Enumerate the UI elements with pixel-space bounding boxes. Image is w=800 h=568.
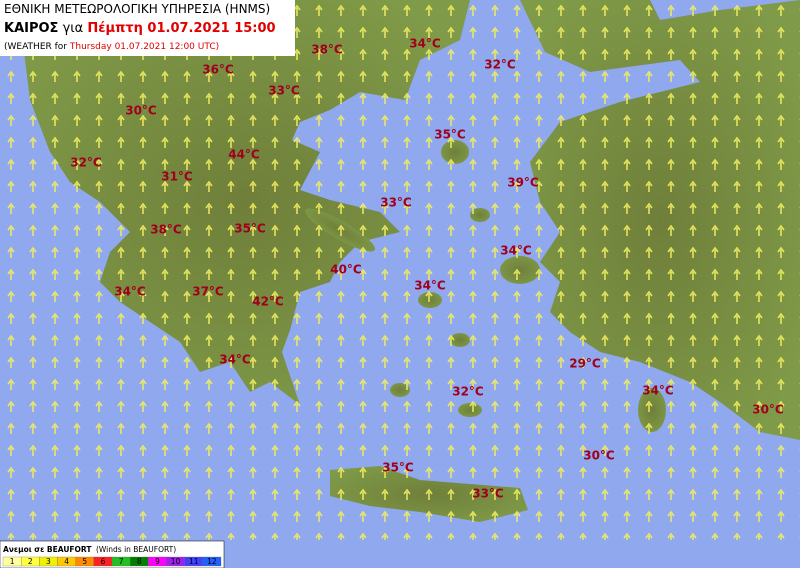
temp: 38°C: [150, 223, 182, 237]
temp: 32°C: [70, 156, 102, 170]
temp: 30°C: [125, 104, 157, 118]
temp: 30°C: [583, 449, 615, 463]
legend-scale-label: 1: [10, 557, 15, 566]
legend-scale-label: 12: [207, 557, 217, 566]
legend-scale-label: 9: [155, 557, 160, 566]
legend: Ανεμοι σε BEAUFORT (Winds in BEAUFORT) 1…: [0, 540, 225, 568]
temp: 38°C: [311, 43, 343, 57]
legend-scale-label: 4: [64, 557, 69, 566]
temp: 29°C: [569, 357, 601, 371]
temp: 33°C: [472, 487, 504, 501]
subline: (WEATHER for Thursday 01.07.2021 12:00 U…: [4, 42, 219, 52]
temperature-labels: 38°C 34°C 32°C 36°C 33°C 30°C 35°C 44°C …: [70, 37, 784, 501]
legend-scale-label: 11: [189, 557, 199, 566]
temp: 35°C: [234, 222, 266, 236]
agency: ΕΘΝΙΚΗ ΜΕΤΕΩΡΟΛΟΓΙΚΗ ΥΠΗΡΕΣΙΑ (HNMS): [4, 2, 270, 16]
legend-swatch: [202, 556, 222, 567]
legend-scale-label: 8: [137, 557, 142, 566]
temp: 33°C: [268, 84, 300, 98]
legend-scale-label: 2: [28, 557, 33, 566]
temp: 34°C: [414, 279, 446, 293]
legend-scale-label: 10: [171, 557, 181, 566]
legend-subtitle: (Winds in BEAUFORT): [96, 545, 176, 554]
temp: 34°C: [409, 37, 441, 51]
legend-scale-label: 3: [46, 557, 51, 566]
temp: 34°C: [642, 384, 674, 398]
temp: 33°C: [380, 196, 412, 210]
weather-en: (WEATHER for: [4, 42, 67, 52]
temp: 34°C: [114, 285, 146, 299]
temp: 35°C: [434, 128, 466, 142]
temp: 35°C: [382, 461, 414, 475]
temp: 34°C: [219, 353, 251, 367]
temp: 44°C: [228, 148, 260, 162]
temp: 36°C: [202, 63, 234, 77]
temp: 31°C: [161, 170, 193, 184]
legend-scale-label: 5: [82, 557, 87, 566]
wind-arrows: [0, 0, 800, 540]
legend-scale-label: 7: [119, 557, 124, 566]
temp: 32°C: [484, 58, 516, 72]
temp: 39°C: [507, 176, 539, 190]
temp: 40°C: [330, 263, 362, 277]
temp: 42°C: [252, 295, 284, 309]
headline: ΚΑΙΡΟΣ για Πέμπτη 01.07.2021 15:00: [4, 21, 276, 36]
header-box: [0, 0, 295, 56]
temp: 30°C: [752, 403, 784, 417]
date-local: Πέμπτη 01.07.2021 15:00: [87, 21, 275, 36]
legend-scale-label: 6: [101, 557, 106, 566]
weather-label: ΚΑΙΡΟΣ: [4, 21, 58, 36]
temp: 34°C: [500, 244, 532, 258]
legend-title: Ανεμοι σε BEAUFORT: [3, 545, 92, 554]
for-label: για: [63, 21, 84, 36]
temp: 37°C: [192, 285, 224, 299]
temp: 32°C: [452, 385, 484, 399]
date-utc: Thursday 01.07.2021 12:00 UTC): [69, 42, 219, 52]
